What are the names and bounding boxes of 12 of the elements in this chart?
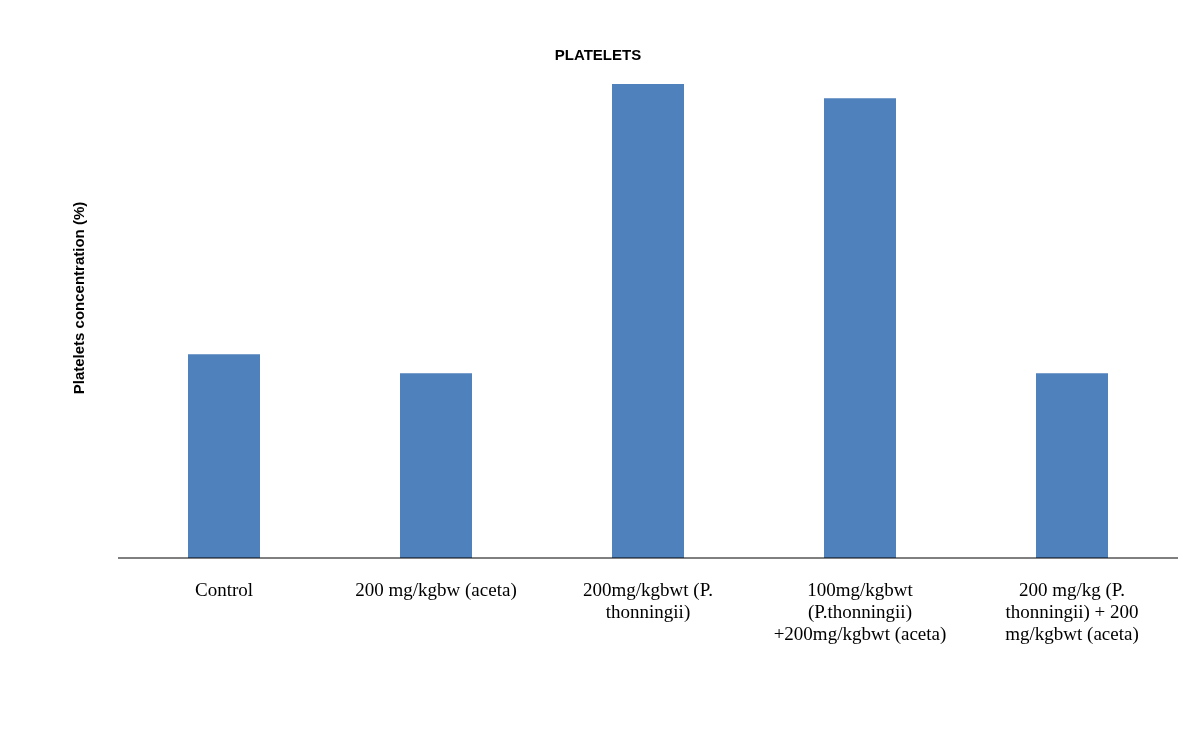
bar (400, 373, 472, 558)
bar (612, 84, 684, 558)
x-tick-label: 200 mg/kgbw (aceta) (355, 579, 517, 601)
bar (1036, 373, 1108, 558)
x-tick-label: Control (194, 579, 254, 600)
bar (824, 98, 896, 558)
x-tick-label: 100mg/kgbwt (P.thonningii) +200mg/kgbwt (aceta) (773, 579, 947, 645)
x-tick-label: 200mg/kgbwt (P. thonningii) (583, 579, 713, 623)
chart-title: PLATELETS (553, 46, 643, 63)
x-tick-label: 200 mg/kg (P. thonningii) + 200 mg/kgbwt (aceta) (1005, 579, 1139, 645)
bar (188, 354, 260, 558)
y-axis-title: Platelets concentration (%) (69, 201, 87, 395)
